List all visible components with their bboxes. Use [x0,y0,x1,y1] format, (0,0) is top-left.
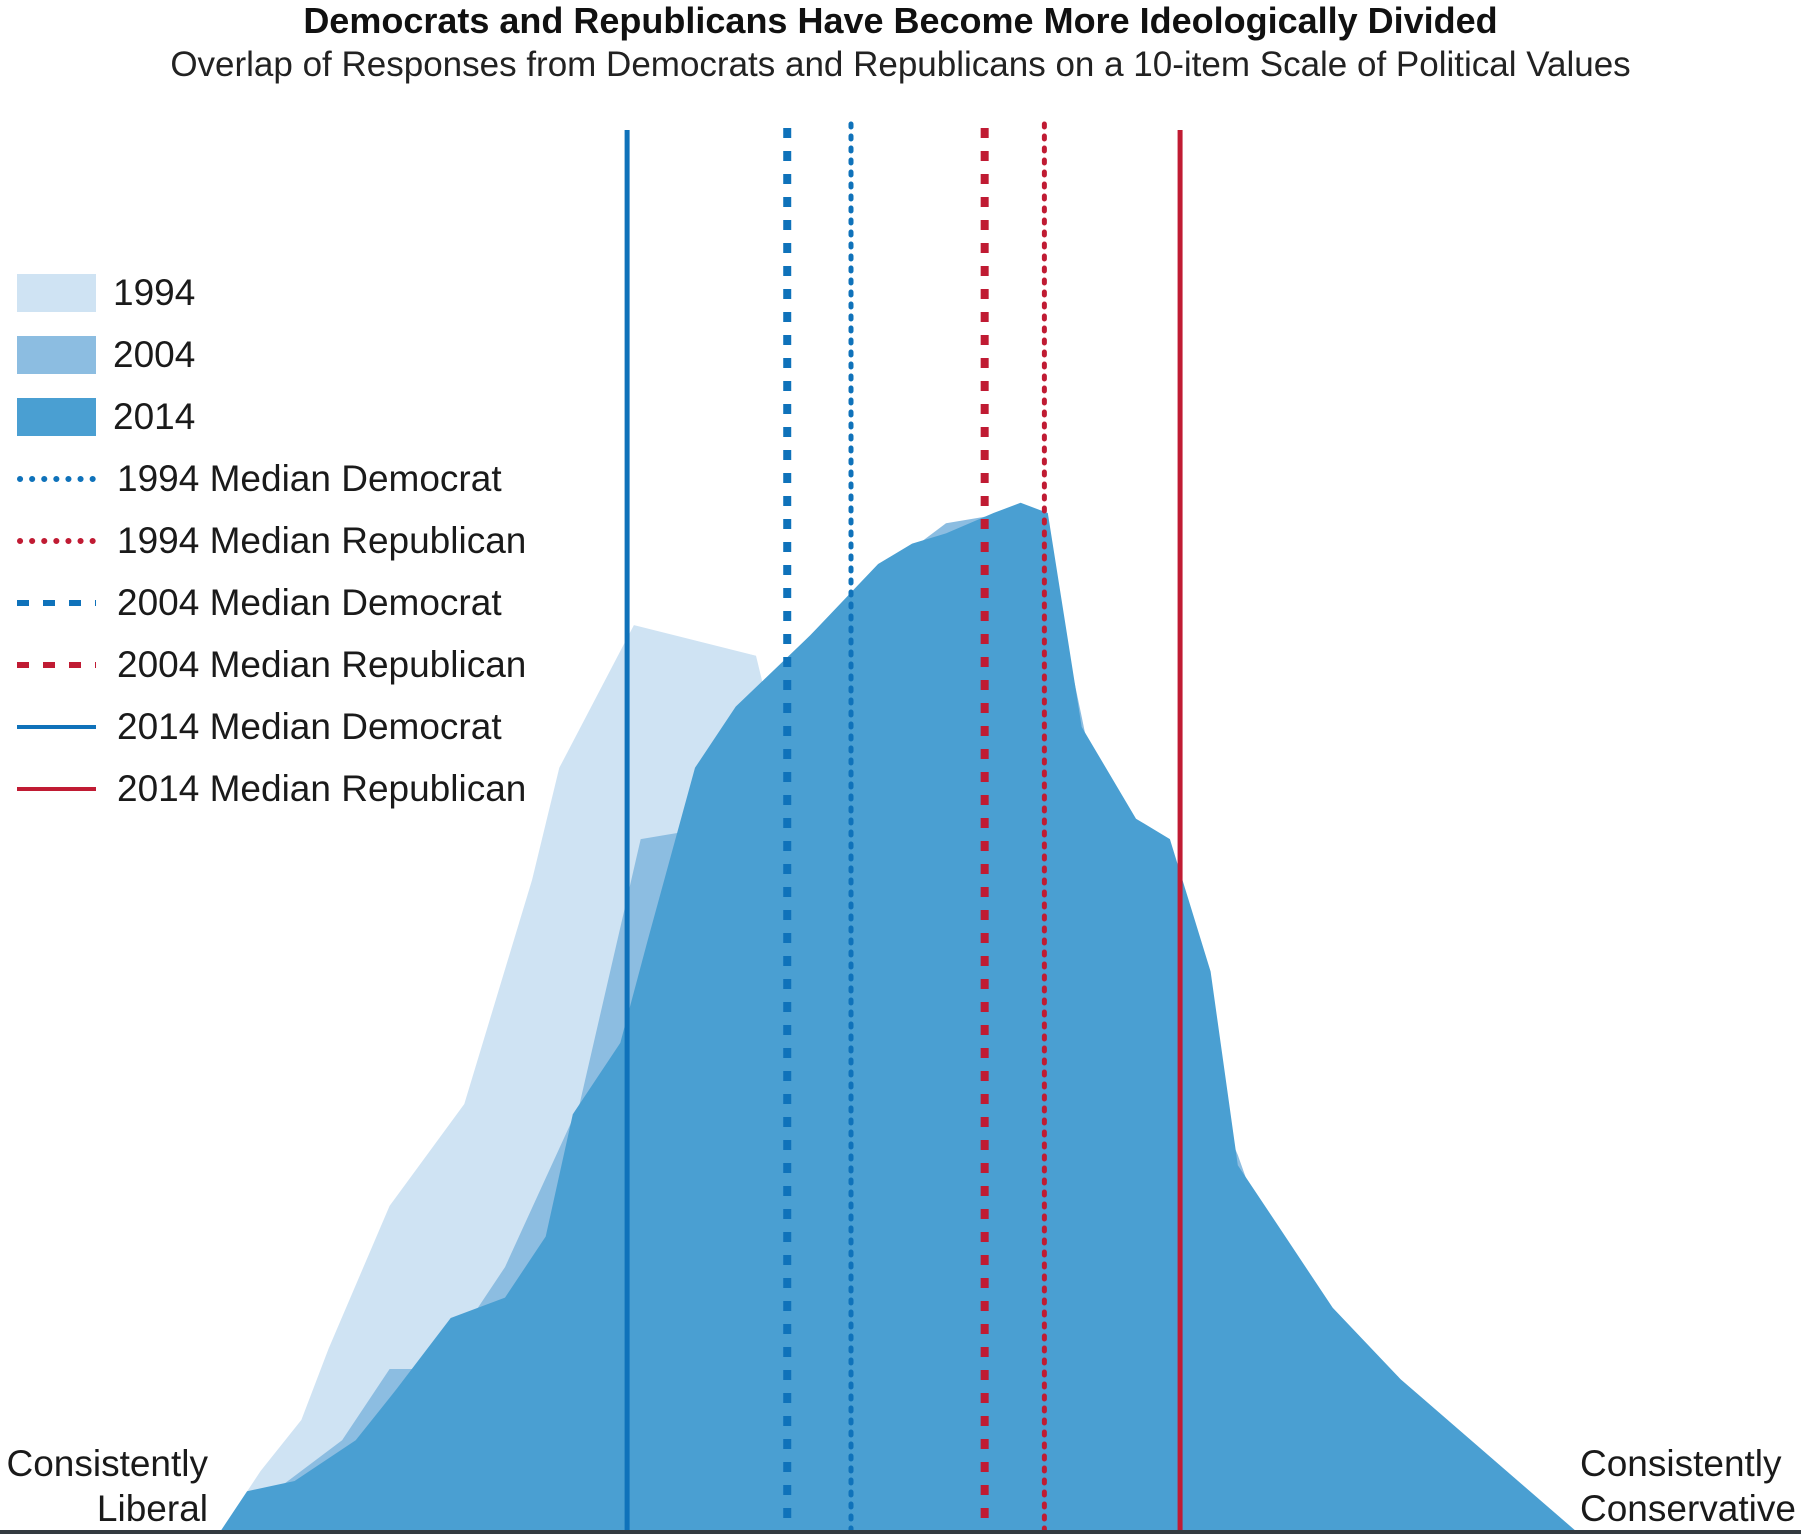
legend-swatch [17,398,96,436]
area-series-group [220,502,1577,1532]
legend-label: 1994 Median Democrat [117,458,502,499]
legend-label: 2014 [113,396,196,437]
chart-subtitle: Overlap of Responses from Democrats and … [170,45,1631,84]
legend-label: 2004 Median Republican [117,644,527,685]
legend-item-2004-median-democrat: 2004 Median Democrat [17,572,526,634]
legend-line-dashed [17,600,96,606]
legend-line-dotted [17,538,96,544]
x-axis-left-label-line-1: Consistently [6,1443,208,1484]
legend-label: 2004 Median Democrat [117,582,502,623]
legend-label: 2014 Median Republican [117,768,527,809]
x-axis-right-label-line-1: Consistently [1580,1443,1782,1484]
legend-item-1994: 1994 [17,262,526,324]
legend-label: 1994 Median Republican [117,520,527,561]
legend-line-dashed [17,662,96,668]
legend-item-1994-median-democrat: 1994 Median Democrat [17,448,526,510]
legend-line-solid [17,725,96,729]
legend-item-2014: 2014 [17,386,526,448]
legend-swatch [17,336,96,374]
chart-title: Democrats and Republicans Have Become Mo… [303,0,1498,41]
x-axis-left-label: Consistently Liberal [0,1441,208,1531]
legend-item-2014-median-republican: 2014 Median Republican [17,758,526,820]
x-axis-right-label: Consistently Conservative [1580,1441,1801,1531]
legend: 1994 2004 2014 1994 Median Democrat 1994 Med… [17,262,526,820]
legend-item-2004-median-republican: 2004 Median Republican [17,634,526,696]
legend-swatch [17,274,96,312]
legend-item-1994-median-republican: 1994 Median Republican [17,510,526,572]
median-lines-group [624,121,1183,1533]
x-axis-right-label-line-2: Conservative [1580,1488,1796,1529]
legend-item-2004: 2004 [17,324,526,386]
legend-line-dotted [17,476,96,482]
x-axis-left-label-line-2: Liberal [96,1488,208,1529]
legend-label: 2014 Median Democrat [117,706,502,747]
legend-label: 1994 [113,272,196,313]
area-series-2014 [220,502,1577,1532]
legend-item-2014-median-democrat: 2014 Median Democrat [17,696,526,758]
legend-line-solid [17,787,96,791]
legend-label: 2004 [113,334,196,375]
